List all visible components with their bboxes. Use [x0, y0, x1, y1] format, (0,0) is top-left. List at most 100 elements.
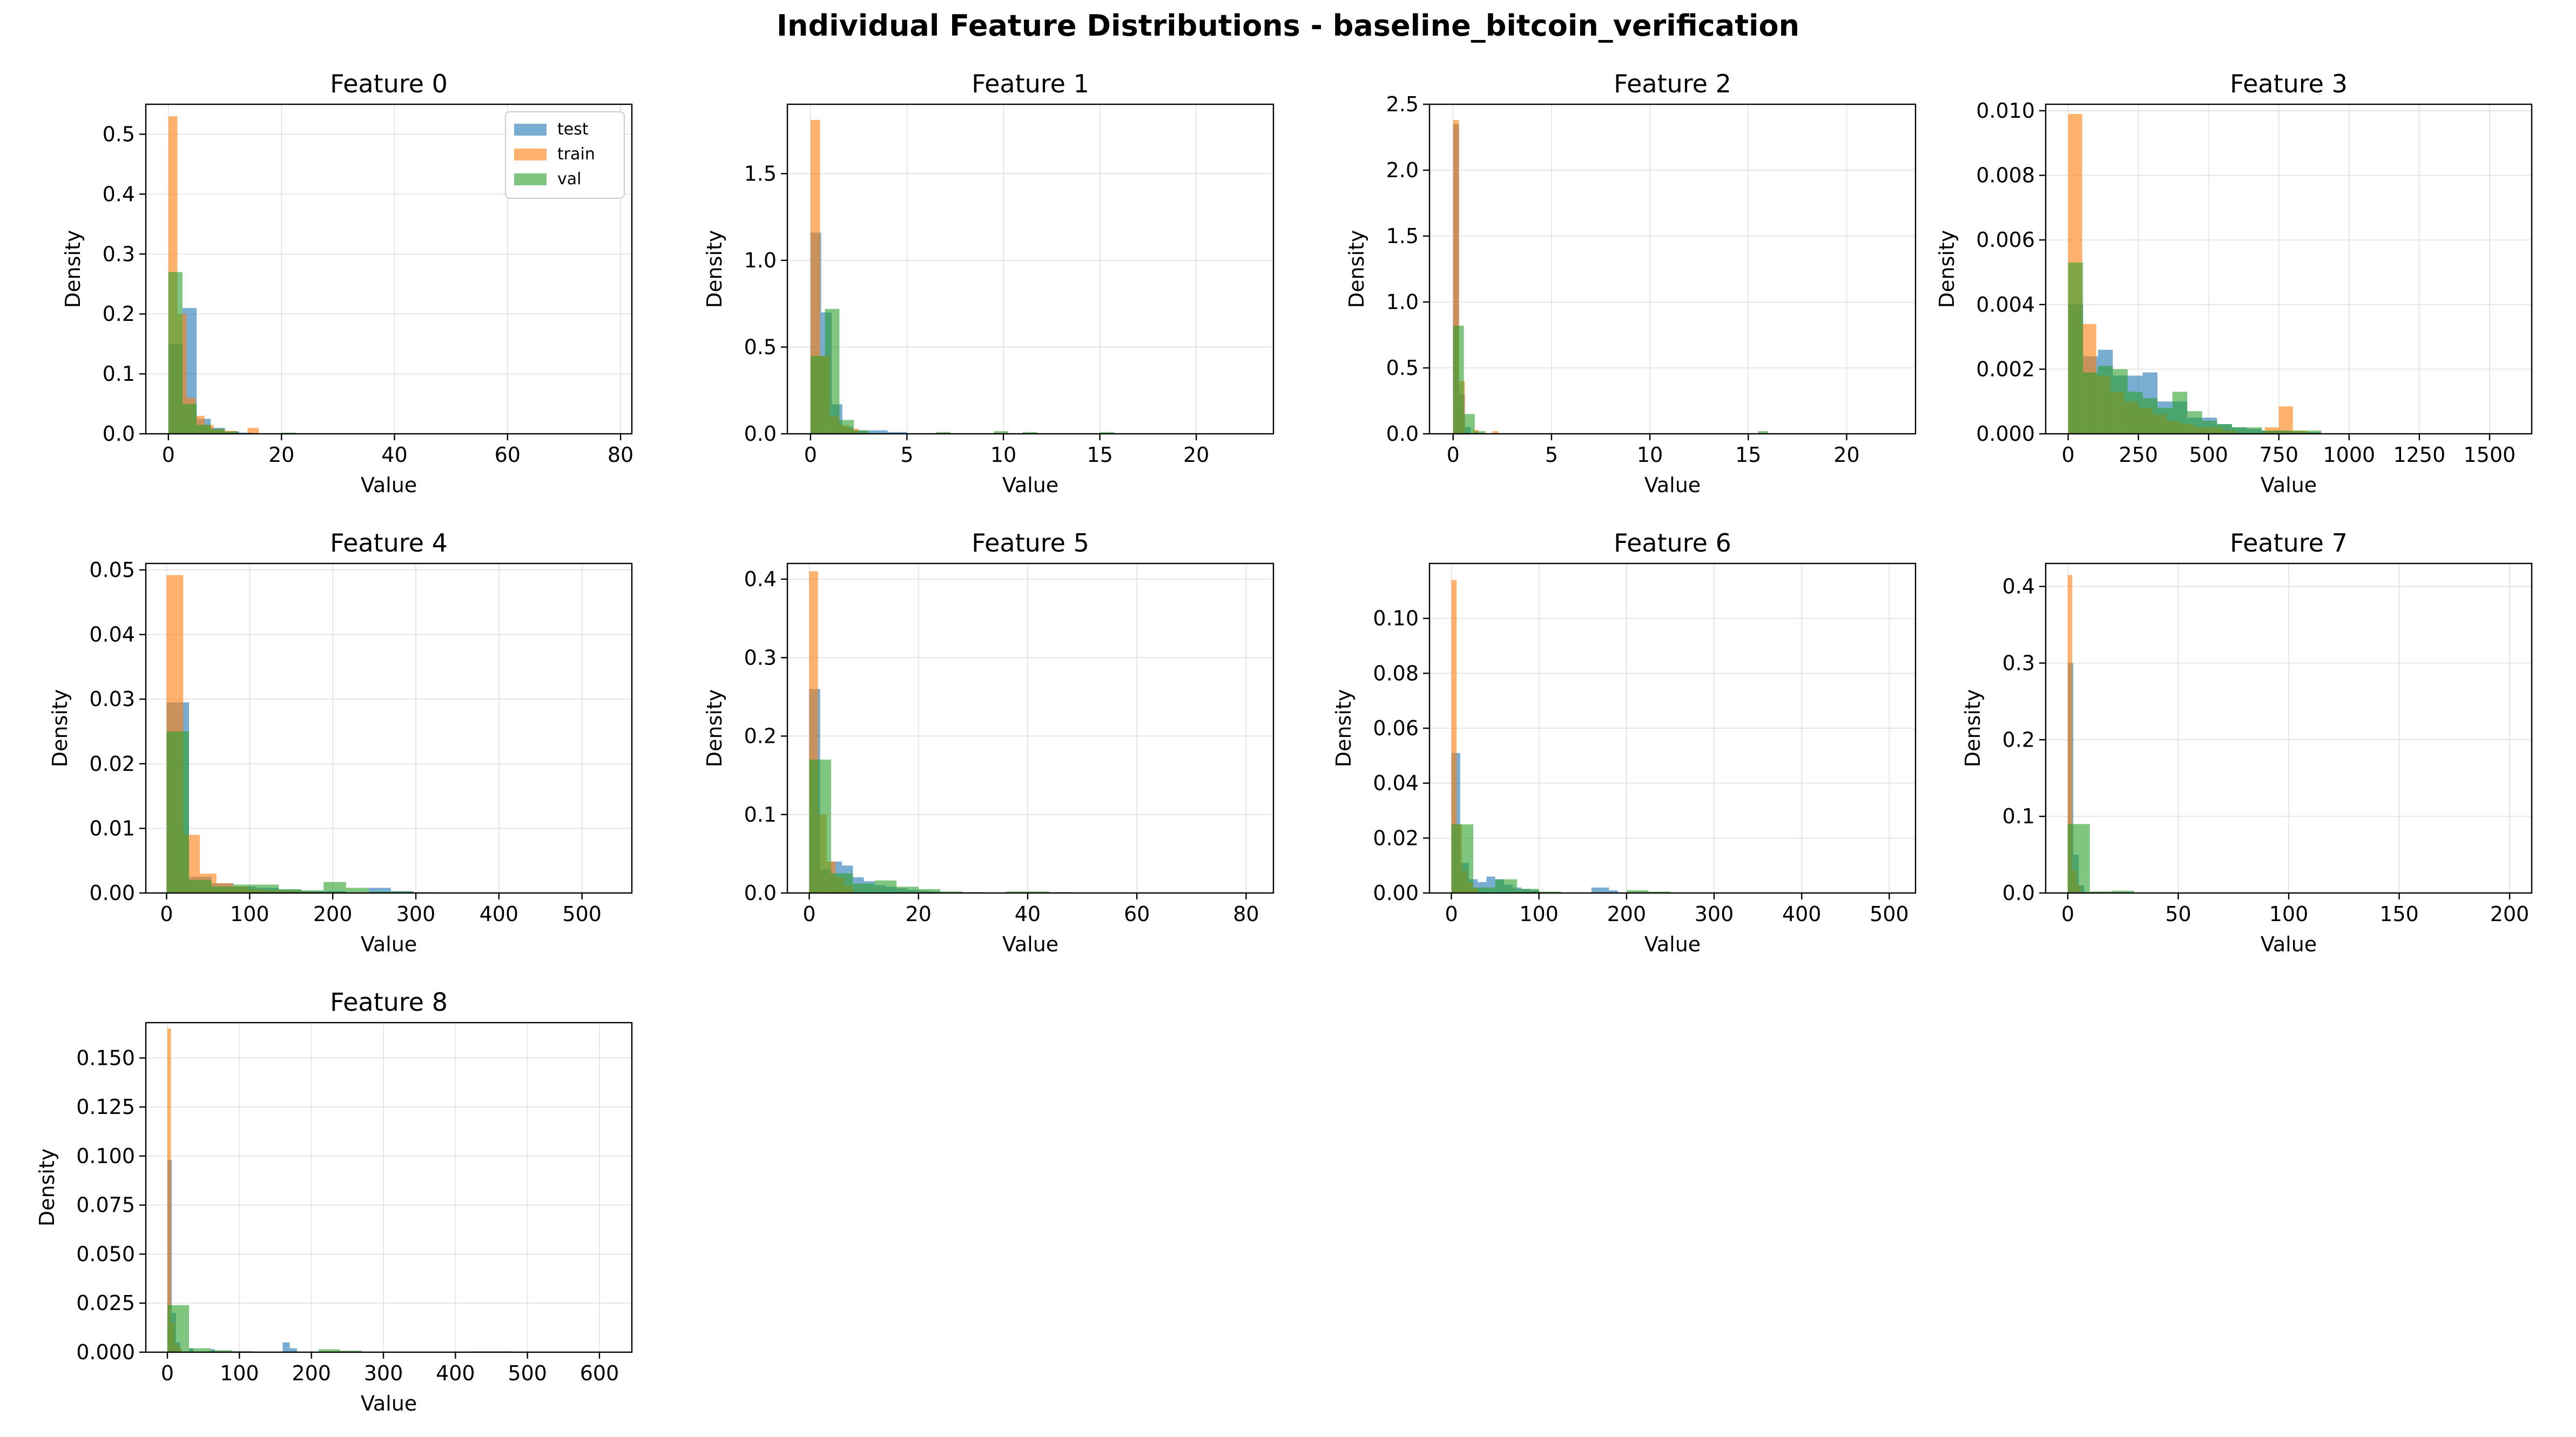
- legend-label-train: train: [557, 145, 595, 164]
- bar-train: [1451, 580, 1457, 893]
- bar-val: [1473, 887, 1495, 893]
- y-tick-label: 0.06: [1373, 716, 1419, 740]
- bar-val: [189, 1348, 211, 1352]
- bar-val: [994, 431, 1008, 434]
- bar-train: [247, 427, 259, 434]
- bar-train: [167, 1028, 171, 1352]
- x-tick-label: 50: [2165, 902, 2191, 926]
- bar-val: [853, 883, 875, 893]
- bar-val: [936, 432, 950, 434]
- bar-val: [197, 425, 211, 434]
- subplot-feature-6: 0 100 200 300 400 500 0.00 0.02 0.04 0.06 0.08 0.10…: [1332, 528, 1917, 956]
- bar-val: [2089, 891, 2112, 893]
- x-tick-label: 20: [1833, 443, 1859, 467]
- axes-frame: [145, 103, 633, 435]
- x-tick-label: 200: [1607, 902, 1647, 926]
- bar-val: [2202, 421, 2217, 434]
- bar-val: [1006, 891, 1028, 893]
- legend-swatch-test: [514, 124, 547, 136]
- bar-val: [2068, 263, 2083, 434]
- x-tick-label: 15: [1087, 443, 1112, 467]
- bar-val: [234, 884, 257, 893]
- x-tick-label: 15: [1735, 443, 1761, 467]
- bar-val: [940, 891, 962, 893]
- bar-val: [1464, 414, 1475, 434]
- legend-swatch-train: [514, 149, 547, 160]
- y-tick-label: 1.0: [1386, 290, 1419, 314]
- x-tick-label: 400: [436, 1361, 475, 1385]
- axes-frame: [1428, 103, 1917, 435]
- bar-val: [1626, 890, 1649, 893]
- bar-val: [340, 1351, 362, 1352]
- bar-val: [189, 880, 212, 893]
- bar-val: [1100, 432, 1115, 434]
- x-tick-label: 100: [230, 902, 269, 926]
- y-axis-label: Density: [1935, 230, 1959, 308]
- y-tick-label: 0.2: [2002, 728, 2035, 751]
- subplot-title: Feature 5: [972, 528, 1089, 558]
- series-val: [810, 308, 1115, 434]
- bar-val: [1495, 879, 1518, 893]
- x-tick-label: 750: [2260, 443, 2299, 467]
- x-tick-label: 300: [1695, 902, 1734, 926]
- bar-val: [2291, 431, 2307, 434]
- bar-val: [1453, 325, 1464, 434]
- subplot-title: Feature 6: [1614, 528, 1731, 558]
- x-tick-label: 40: [381, 443, 407, 467]
- series-val: [2067, 824, 2134, 893]
- bar-test: [887, 432, 907, 434]
- bar-val: [825, 308, 840, 434]
- y-tick-label: 0.2: [103, 302, 135, 326]
- y-tick-label: 0.05: [89, 558, 135, 582]
- bar-val: [839, 420, 854, 434]
- x-tick-label: 0: [1445, 902, 1458, 926]
- bar-val: [279, 889, 301, 893]
- bar-val: [1648, 891, 1670, 893]
- x-tick-label: 0: [804, 443, 817, 467]
- x-tick-label: 100: [2269, 902, 2309, 926]
- subplot-feature-5: 0 20 40 60 80 0.0 0.1 0.2 0.3 0.4 Feature 5 Value De…: [703, 528, 1274, 956]
- y-tick-label: 0.050: [76, 1242, 135, 1266]
- subplot-feature-1: 0 5 10 15 20 0.0 0.5 1.0 1.5 Feature 1 Value Densit…: [703, 69, 1274, 497]
- bar-train: [1492, 431, 1499, 434]
- x-tick-label: 200: [292, 1361, 331, 1385]
- x-tick-label: 150: [2379, 902, 2419, 926]
- subplot-feature-0: 0 20 40 60 80 0.0 0.1 0.2 0.3 0.4 0.5 Feature 0 Valu…: [61, 69, 633, 497]
- bar-val: [211, 429, 225, 434]
- y-axis-label: Density: [61, 230, 85, 308]
- bar-train: [1453, 120, 1459, 434]
- x-tick-label: 1500: [2464, 443, 2516, 467]
- y-tick-label: 0.02: [1373, 826, 1419, 850]
- x-tick-label: 300: [396, 902, 436, 926]
- x-axis-label: Value: [1002, 932, 1058, 956]
- bar-val: [896, 887, 919, 893]
- axes-frame: [786, 562, 1274, 894]
- bar-val: [809, 760, 831, 893]
- bar-train: [810, 119, 820, 434]
- bar-val: [831, 873, 853, 893]
- series-val: [2068, 263, 2322, 434]
- bar-test: [1600, 887, 1609, 893]
- y-tick-label: 1.5: [1386, 224, 1419, 248]
- x-tick-label: 600: [580, 1361, 619, 1385]
- x-tick-label: 100: [220, 1361, 259, 1385]
- bar-val: [2112, 890, 2134, 893]
- series-val: [1451, 824, 1670, 893]
- bar-val: [1539, 891, 1561, 893]
- y-tick-label: 0.0: [744, 422, 777, 446]
- y-tick-label: 0.025: [76, 1291, 135, 1315]
- y-tick-label: 0.04: [1373, 771, 1419, 795]
- bar-val: [346, 888, 369, 893]
- x-tick-label: 0: [803, 902, 815, 926]
- y-tick-label: 0.00: [89, 881, 135, 905]
- y-tick-label: 0.1: [103, 362, 135, 386]
- series-val: [167, 1305, 513, 1352]
- subplot-feature-4: 0 100 200 300 400 500 0.00 0.01 0.02 0.03 0.04 0.05…: [48, 528, 633, 956]
- y-axis-label: Density: [703, 689, 726, 767]
- subplot-title: Feature 4: [330, 528, 448, 558]
- bar-train: [2278, 406, 2293, 434]
- x-tick-label: 1250: [2393, 443, 2446, 467]
- bar-val: [2306, 431, 2322, 434]
- legend-swatch-val: [514, 173, 547, 185]
